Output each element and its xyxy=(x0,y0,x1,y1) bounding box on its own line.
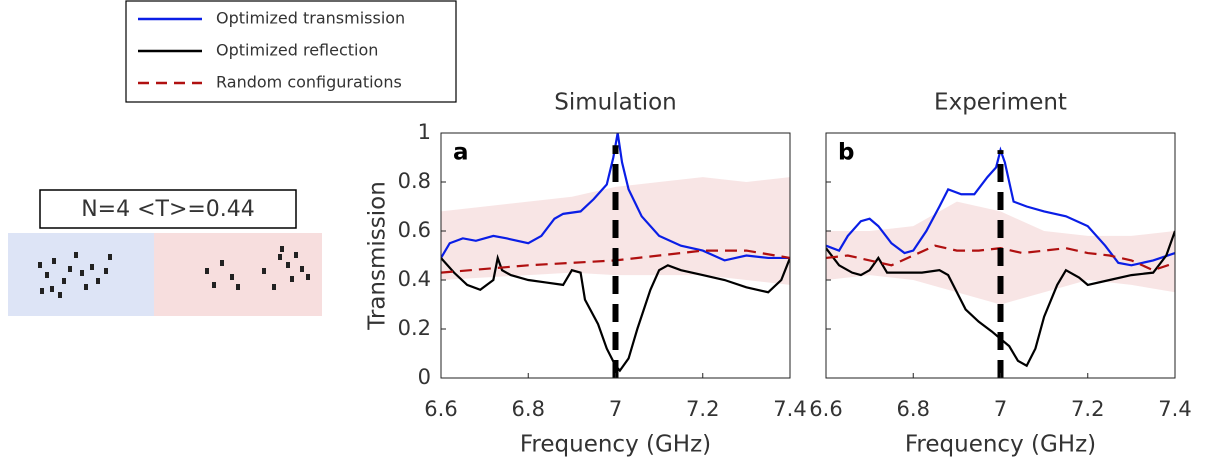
series-line xyxy=(441,249,790,274)
x-tick-label: 6.6 xyxy=(809,397,842,421)
y-tick-label: 0 xyxy=(418,365,431,389)
series-line xyxy=(826,146,1175,267)
y-tick-label: 0.2 xyxy=(398,316,431,340)
x-tick-label: 7.4 xyxy=(773,397,806,421)
scatterers xyxy=(38,246,310,298)
inset-photo-right xyxy=(154,233,322,316)
y-tick-label: 0.4 xyxy=(398,267,431,291)
y-axis-label: Transmission xyxy=(365,181,391,331)
inset: N=4 <T>=0.44 xyxy=(8,189,322,316)
panel-label: a xyxy=(453,140,469,166)
chart-title: Simulation xyxy=(554,90,677,116)
y-tick-label: 1 xyxy=(418,120,431,144)
y-tick-label: 0.6 xyxy=(398,218,431,242)
inset-label-box xyxy=(39,189,297,229)
inset-label: N=4 <T>=0.44 xyxy=(81,197,255,222)
x-axis-label: Frequency (GHz) xyxy=(520,432,711,458)
x-axis-label: Frequency (GHz) xyxy=(905,432,1096,458)
x-tick-label: 7.2 xyxy=(1071,397,1104,421)
legend-label: Random configurations xyxy=(216,73,402,92)
x-tick-label: 7.2 xyxy=(686,397,719,421)
legend-label: Optimized transmission xyxy=(216,9,405,28)
legend-label: Optimized reflection xyxy=(216,41,378,60)
x-tick-label: 7 xyxy=(994,397,1007,421)
x-tick-label: 6.8 xyxy=(512,397,545,421)
x-tick-label: 6.6 xyxy=(424,397,457,421)
plot-area xyxy=(441,133,790,378)
plot-area xyxy=(826,146,1175,378)
series-line xyxy=(441,253,790,373)
series-line xyxy=(441,133,790,262)
x-tick-label: 6.8 xyxy=(897,397,930,421)
series-line xyxy=(826,230,1175,368)
y-tick-label: 0.8 xyxy=(398,169,431,193)
legend: Optimized transmission Optimized reflecti… xyxy=(125,0,457,103)
x-tick-label: 7 xyxy=(609,397,622,421)
chart-title: Experiment xyxy=(934,90,1067,116)
panel-label: b xyxy=(838,140,854,166)
x-tick-label: 7.4 xyxy=(1158,397,1191,421)
